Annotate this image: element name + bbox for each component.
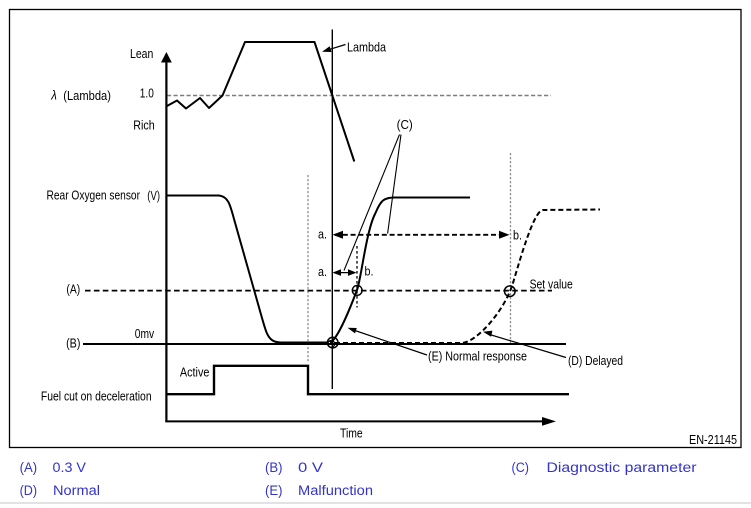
svg-text:Rich: Rich [133,117,154,132]
svg-text:a.: a. [318,227,327,242]
svg-text:Diagnostic parameter: Diagnostic parameter [547,460,698,475]
svg-text:(A): (A) [66,282,80,297]
svg-text:Active: Active [180,365,210,380]
svg-text:(B): (B) [66,336,80,351]
svg-text:(E) Normal response: (E) Normal response [428,349,527,364]
svg-text:Time: Time [340,426,363,441]
svg-text:(D): (D) [20,483,37,498]
svg-text:λ: λ [50,88,56,103]
svg-text:1.0: 1.0 [140,86,154,101]
svg-text:EN-21145: EN-21145 [689,432,737,447]
svg-text:0.3 V: 0.3 V [53,460,87,475]
svg-text:Set value: Set value [530,277,573,292]
svg-text:Malfunction: Malfunction [298,483,373,498]
svg-text:(E): (E) [265,483,283,498]
svg-text:b.: b. [365,264,374,279]
svg-text:0 V: 0 V [298,460,323,475]
svg-text:(C): (C) [397,117,413,132]
svg-text:0mv: 0mv [135,326,155,341]
svg-text:b.: b. [513,228,522,243]
svg-text:Lean: Lean [130,46,153,61]
svg-text:(Lambda): (Lambda) [63,88,111,103]
svg-text:Normal: Normal [53,483,100,498]
svg-text:(B): (B) [265,460,283,475]
svg-text:Rear Oxygen sensor: Rear Oxygen sensor [47,188,141,203]
svg-text:Lambda: Lambda [347,40,387,55]
svg-text:(D) Delayed: (D) Delayed [568,353,623,368]
svg-text:(C): (C) [512,460,530,475]
svg-text:a.: a. [318,264,327,279]
svg-text:(V): (V) [147,188,160,203]
svg-text:(A): (A) [20,460,37,475]
svg-text:Fuel cut on deceleration: Fuel cut on deceleration [41,388,152,403]
